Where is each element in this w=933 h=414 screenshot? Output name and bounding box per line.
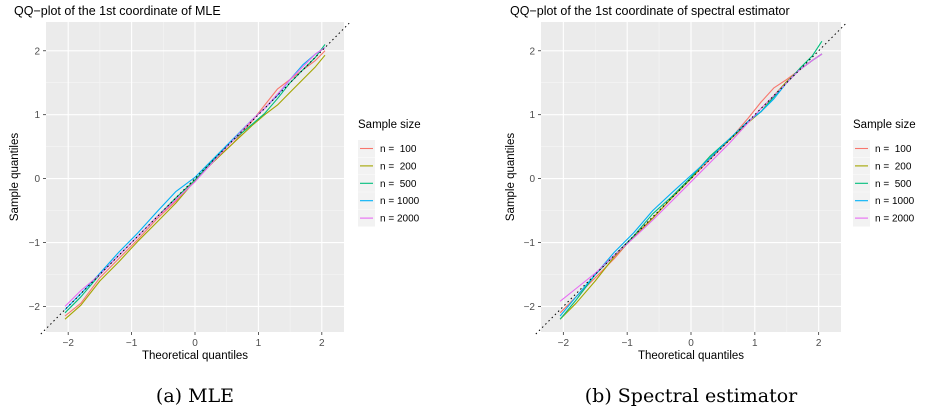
legend: Sample size n = 100 n = 200 n = 500 n = 100… — [853, 119, 916, 227]
x-tick-label: −2 — [558, 338, 570, 349]
legend-label: n = 200 — [380, 161, 417, 172]
y-tick-label: 1 — [34, 110, 40, 121]
series-lines — [40, 22, 350, 335]
legend-label: n = 500 — [875, 179, 912, 190]
y-tick-label: −1 — [29, 238, 41, 249]
qq-plot-spectral: QQ−plot of the 1st coordinate of spectra… — [505, 4, 916, 407]
legend-label: n = 500 — [380, 179, 417, 190]
y-tick-label: −2 — [29, 302, 41, 313]
subfigure-caption-a: (a) MLE — [156, 385, 234, 407]
plot-title: QQ−plot of the 1st coordinate of spectra… — [510, 4, 790, 18]
y-tick-label: 2 — [529, 46, 535, 57]
x-axis-label: Theoretical quantiles — [638, 350, 744, 362]
reference-line — [40, 22, 350, 335]
x-tick-label: −1 — [621, 338, 633, 349]
x-tick-label: −2 — [62, 338, 74, 349]
legend-label: n = 2000 — [380, 214, 420, 225]
grid — [541, 22, 841, 332]
x-tick-label: −1 — [126, 338, 138, 349]
subfigure-caption-b: (b) Spectral estimator — [585, 385, 798, 407]
legend-label: n = 200 — [875, 161, 912, 172]
legend-label: n = 100 — [875, 144, 912, 155]
reference-line — [535, 22, 847, 335]
y-tick-label: 1 — [529, 110, 535, 121]
y-tick-label: 0 — [529, 174, 535, 185]
y-tick-label: 2 — [34, 46, 40, 57]
y-tick-label: −1 — [524, 238, 536, 249]
x-tick-label: 1 — [256, 338, 262, 349]
y-tick-label: −2 — [524, 302, 536, 313]
x-axis-label: Theoretical quantiles — [142, 350, 248, 362]
y-axis-label: Sample quantiles — [505, 133, 517, 221]
series-lines — [535, 22, 847, 335]
x-tick-label: 2 — [319, 338, 325, 349]
axis-ticks: −2 −1 0 1 2 −2 −1 0 1 2 — [524, 46, 822, 349]
y-axis-label: Sample quantiles — [9, 133, 21, 221]
legend-label: n = 1000 — [875, 196, 915, 207]
x-tick-label: 2 — [816, 338, 822, 349]
legend-label: n = 2000 — [875, 214, 915, 225]
y-tick-label: 0 — [34, 174, 40, 185]
x-tick-label: 0 — [688, 338, 694, 349]
legend-title: Sample size — [853, 119, 916, 131]
legend: Sample size n = 100 n = 200 n = 500 n = 100… — [358, 119, 421, 227]
legend-title: Sample size — [358, 119, 421, 131]
legend-label: n = 1000 — [380, 196, 420, 207]
x-tick-label: 0 — [192, 338, 198, 349]
x-tick-label: 1 — [752, 338, 758, 349]
legend-label: n = 100 — [380, 144, 417, 155]
axis-ticks: −2 −1 0 1 2 −2 −1 0 1 2 — [29, 46, 325, 349]
plot-title: QQ−plot of the 1st coordinate of MLE — [14, 4, 221, 18]
series-line — [64, 47, 326, 307]
qq-plot-mle: QQ−plot of the 1st coordinate of MLE −2−… — [9, 4, 421, 407]
